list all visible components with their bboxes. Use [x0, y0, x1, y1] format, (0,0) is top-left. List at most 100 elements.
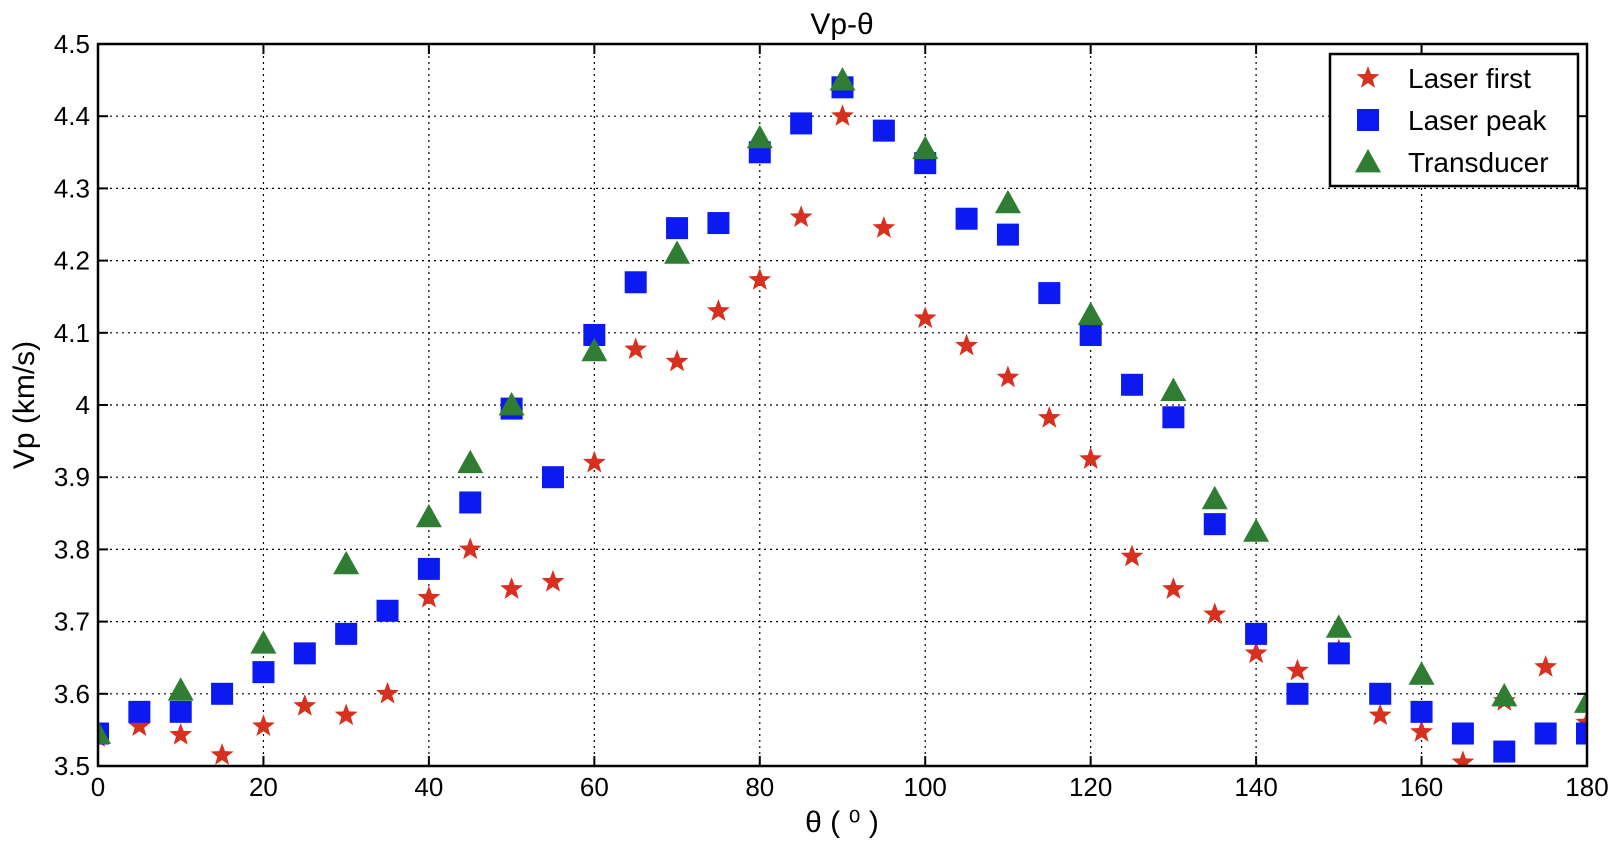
data-point-laser-first — [541, 569, 565, 592]
data-points — [98, 67, 1587, 766]
x-tick-label: 20 — [249, 772, 278, 802]
data-point-transducer — [1491, 682, 1518, 707]
data-point-laser-peak — [169, 700, 192, 723]
data-point-transducer — [746, 124, 773, 149]
data-point-transducer — [415, 503, 442, 528]
data-point-laser-peak — [1203, 513, 1226, 536]
data-point-laser-peak — [211, 682, 234, 705]
x-tick-label: 140 — [1234, 772, 1277, 802]
data-point-laser-peak — [707, 212, 730, 235]
data-point-laser-first — [1120, 544, 1144, 567]
x-tick-label: 40 — [414, 772, 443, 802]
y-tick-label: 3.7 — [54, 607, 90, 637]
data-point-laser-first — [831, 104, 854, 126]
data-point-laser-first — [996, 365, 1020, 388]
data-point-laser-first — [1368, 703, 1392, 726]
data-point-transducer — [912, 135, 939, 160]
data-point-laser-peak — [583, 323, 606, 346]
data-point-laser-peak — [666, 217, 689, 240]
y-tick-label: 3.9 — [54, 462, 90, 492]
data-point-laser-first — [376, 681, 399, 704]
data-point-laser-first — [707, 299, 730, 321]
data-point-laser-first — [1451, 750, 1475, 766]
data-point-laser-peak — [872, 119, 895, 142]
data-point-laser-first — [1161, 577, 1185, 599]
data-point-laser-peak — [1451, 722, 1474, 745]
legend-label-laser-peak: Laser peak — [1408, 105, 1548, 136]
data-point-laser-first — [665, 349, 689, 372]
y-tick-label: 4.3 — [54, 173, 90, 203]
data-point-transducer — [498, 392, 525, 416]
data-point-transducer — [1325, 614, 1352, 638]
data-point-laser-first — [458, 537, 482, 560]
data-point-laser-peak — [790, 112, 813, 135]
data-point-laser-peak — [1038, 282, 1061, 305]
x-tick-label: 120 — [1069, 772, 1112, 802]
data-point-laser-first — [127, 714, 151, 736]
legend-label-transducer: Transducer — [1408, 147, 1549, 178]
x-tick-label: 180 — [1565, 772, 1608, 802]
data-point-laser-first — [624, 337, 648, 360]
legend: Laser first Laser peak Transducer — [1328, 52, 1580, 188]
data-point-laser-first — [1410, 720, 1433, 742]
chart-title: Vp-θ — [810, 8, 873, 41]
y-tick-label: 3.8 — [54, 534, 90, 564]
data-point-laser-first — [748, 268, 772, 290]
data-point-laser-peak — [1121, 373, 1144, 396]
x-axis-title: θ ( ⁰ ) — [805, 806, 879, 839]
x-tick-label: 100 — [904, 772, 947, 802]
data-point-laser-peak — [1327, 642, 1350, 665]
data-point-laser-peak — [1410, 700, 1433, 723]
data-point-laser-peak — [128, 700, 151, 723]
data-point-laser-peak — [955, 207, 978, 230]
data-point-laser-peak — [459, 491, 482, 514]
data-point-transducer — [167, 677, 194, 701]
data-point-transducer — [1160, 377, 1187, 401]
data-point-transducer — [1408, 661, 1435, 685]
data-point-transducer — [1574, 689, 1587, 713]
y-axis-title: Vp (km/s) — [8, 341, 41, 469]
data-point-laser-first — [1534, 655, 1558, 677]
data-point-laser-peak — [417, 557, 440, 580]
data-point-laser-peak — [376, 599, 399, 622]
data-point-laser-first — [955, 333, 978, 356]
data-point-transducer — [994, 189, 1021, 214]
legend-marker-transducer — [1355, 149, 1381, 173]
data-point-laser-peak — [1245, 622, 1268, 645]
data-point-laser-first — [500, 577, 524, 599]
data-point-laser-peak — [996, 223, 1019, 246]
data-point-transducer — [250, 630, 277, 654]
data-point-laser-peak — [335, 622, 358, 645]
x-tick-label: 160 — [1400, 772, 1443, 802]
data-point-laser-peak — [1534, 722, 1557, 745]
data-point-transducer — [829, 67, 856, 91]
data-point-laser-first — [293, 694, 317, 716]
tick-labels: 0 20 40 60 80 100 120 140 160 180 3.5 3.6 3.7 3.8 3.9 4… — [54, 29, 1609, 802]
data-point-laser-peak — [1286, 682, 1309, 705]
data-point-transducer — [98, 720, 111, 744]
data-point-laser-peak — [1576, 722, 1587, 745]
data-point-laser-peak — [1079, 323, 1102, 346]
y-tick-label: 4 — [76, 390, 90, 420]
data-point-laser-peak — [624, 271, 647, 294]
y-tick-label: 3.6 — [54, 679, 90, 709]
data-point-transducer — [664, 240, 691, 264]
y-tick-label: 4.2 — [54, 246, 90, 276]
x-tick-label: 60 — [580, 772, 609, 802]
data-point-laser-peak — [1493, 740, 1516, 763]
data-point-laser-first — [169, 722, 193, 745]
data-point-laser-peak — [1162, 406, 1185, 429]
data-point-laser-first — [872, 216, 896, 238]
legend-marker-laser-first — [1356, 66, 1380, 88]
y-tick-label: 4.4 — [54, 101, 90, 131]
data-point-laser-peak — [252, 661, 275, 684]
data-point-transducer — [457, 449, 484, 474]
data-point-transducer — [1243, 518, 1270, 542]
data-point-laser-first — [1203, 602, 1227, 625]
legend-label-laser-first: Laser first — [1408, 63, 1531, 94]
series-transducer — [98, 67, 1587, 744]
data-point-laser-first — [582, 450, 606, 473]
data-point-laser-peak — [541, 466, 564, 489]
data-point-transducer — [1077, 301, 1104, 326]
